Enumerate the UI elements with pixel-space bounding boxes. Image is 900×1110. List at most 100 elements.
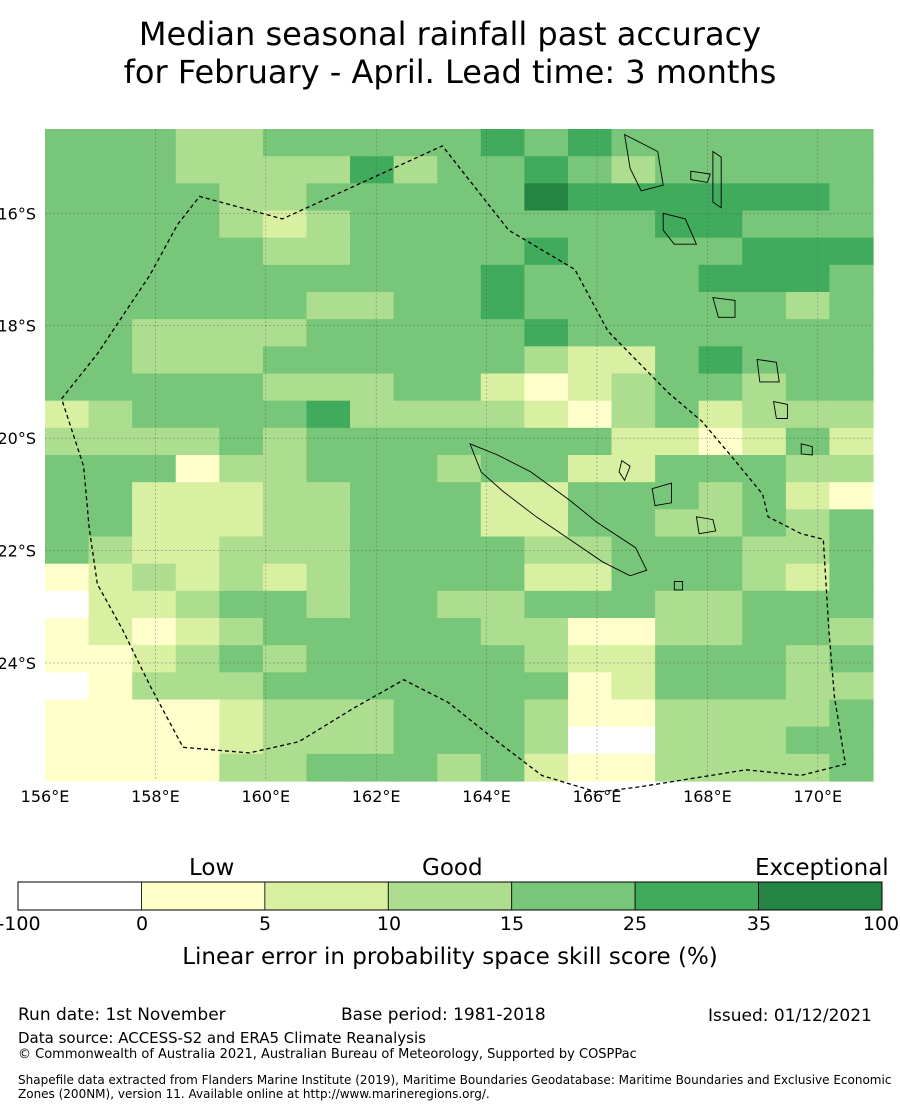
grid-cell [829, 373, 874, 402]
grid-cell [219, 156, 264, 184]
copyright: © Commonwealth of Australia 2021, Austra… [18, 1047, 637, 1062]
grid-cell [611, 672, 656, 701]
grid-cell [88, 210, 133, 239]
grid-cell [175, 753, 220, 782]
grid-cell [350, 210, 395, 239]
grid-cell [437, 237, 482, 266]
grid-cell [524, 672, 569, 701]
grid-cell [655, 129, 700, 157]
grid-cell [698, 346, 743, 375]
grid-cell [611, 129, 656, 157]
island-mare-island [695, 516, 717, 535]
grid-cell [175, 455, 220, 483]
grid-cell [655, 319, 700, 347]
island-malekula [662, 212, 698, 245]
grid-cell [698, 264, 743, 293]
grid-cell [524, 726, 569, 755]
grid-cell [219, 482, 264, 510]
grid-cell [219, 618, 264, 646]
grid-cell [45, 183, 90, 212]
grid-cell [785, 183, 831, 212]
grid-cell [437, 482, 482, 510]
grid-cell [567, 129, 613, 157]
grid-cell [262, 156, 308, 184]
grid-cell [132, 726, 177, 755]
grid-cell [393, 618, 438, 646]
grid-cell [655, 672, 700, 701]
grid-cell [742, 292, 787, 320]
grid-cell [88, 292, 133, 320]
grid-cell [829, 210, 874, 239]
grid-cell [480, 726, 525, 755]
grid-cell [350, 292, 395, 320]
grid-cell [524, 129, 569, 157]
grid-cell [480, 183, 525, 212]
grid-cell [785, 129, 831, 157]
grid-cell [524, 482, 569, 510]
grid-cell [698, 400, 743, 429]
grid-cell [393, 400, 438, 429]
grid-cell [437, 156, 482, 184]
grid-cell [655, 373, 700, 402]
grid-cell [350, 563, 395, 592]
island-ambae [690, 170, 711, 183]
island-aneityum [800, 443, 813, 456]
grid-cell [132, 183, 177, 212]
grid-cell [88, 183, 133, 212]
grid-cell [88, 563, 133, 592]
grid-cell [88, 482, 133, 510]
lon-tick-label: 166°E [573, 787, 622, 806]
grid-cell [393, 237, 438, 266]
grid-cell [742, 753, 787, 782]
grid-cell [175, 237, 220, 266]
grid-cell [611, 455, 656, 483]
grid-cell [698, 672, 743, 701]
grid-cell [132, 400, 177, 429]
grid-cell [611, 373, 656, 402]
grid-cell [655, 726, 700, 755]
grid-cell [262, 400, 308, 429]
grid-cell [480, 319, 525, 347]
grid-cell [45, 618, 90, 646]
grid-cell [742, 536, 787, 565]
grid-cell [698, 210, 743, 239]
grid-cell [45, 427, 90, 456]
grid-cell [132, 645, 177, 673]
grid-cell [306, 292, 351, 320]
island-lifou-island [651, 482, 672, 507]
grid-cell [655, 427, 700, 456]
grid-cell [262, 482, 308, 510]
colorbar-segment [141, 881, 266, 911]
grid-cell [175, 129, 220, 157]
grid-cell [437, 210, 482, 239]
grid-cell [480, 210, 525, 239]
grid-cell [785, 563, 831, 592]
grid-cell [306, 753, 351, 782]
grid-cell [306, 645, 351, 673]
grid-cell [437, 753, 482, 782]
grid-cell [88, 753, 133, 782]
grid-cell [350, 482, 395, 510]
coastlines [469, 133, 813, 591]
grid-cell [785, 319, 831, 347]
grid-cell [175, 156, 220, 184]
grid-cell [524, 563, 569, 592]
grid-cell [437, 509, 482, 538]
grid-cell [524, 183, 569, 212]
grid-cell [219, 373, 264, 402]
grid-cell [175, 618, 220, 646]
grid-cell [437, 699, 482, 728]
title-line-1: Median seasonal rainfall past accuracy [138, 15, 762, 53]
grid-cell [611, 427, 656, 456]
grid-cell [45, 373, 90, 402]
grid-cell [88, 645, 133, 673]
grid-cell [567, 373, 613, 402]
grid-cell [262, 264, 308, 293]
island-erromango [756, 358, 780, 383]
grid-cell [524, 400, 569, 429]
grid-cell [306, 210, 351, 239]
base-period: Base period: 1981-2018 [341, 1005, 546, 1025]
grid-cell [393, 509, 438, 538]
grid-cell [698, 427, 743, 456]
